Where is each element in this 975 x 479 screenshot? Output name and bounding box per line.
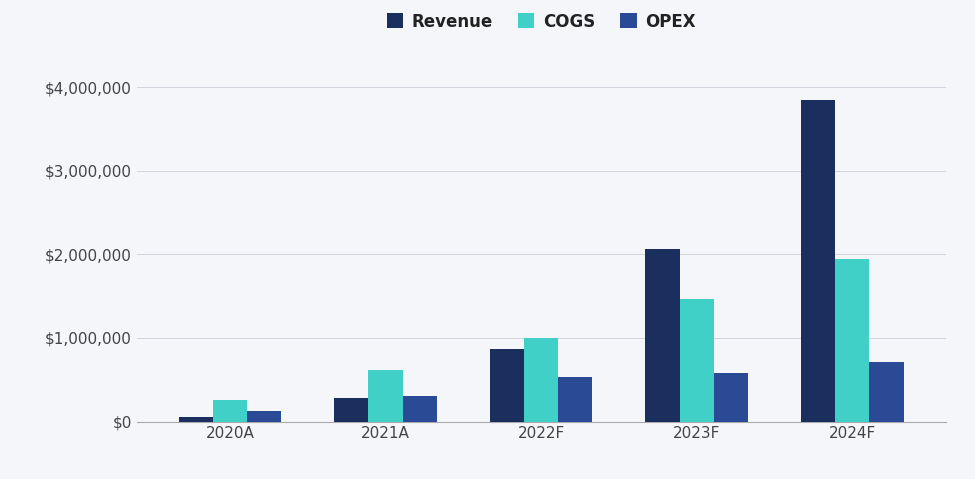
Bar (489, 349, 524, 422)
Bar (714, 373, 748, 422)
Bar (213, 400, 247, 422)
Bar (680, 299, 714, 422)
Bar (369, 370, 403, 422)
Bar (403, 396, 437, 422)
Bar (836, 260, 870, 422)
Bar (178, 417, 213, 422)
Bar (645, 250, 680, 422)
Legend: Revenue, COGS, OPEX: Revenue, COGS, OPEX (380, 6, 702, 37)
Bar (247, 411, 281, 422)
Bar (524, 338, 559, 422)
Bar (559, 377, 593, 422)
Bar (801, 100, 836, 422)
Bar (334, 398, 369, 422)
Bar (870, 362, 904, 422)
